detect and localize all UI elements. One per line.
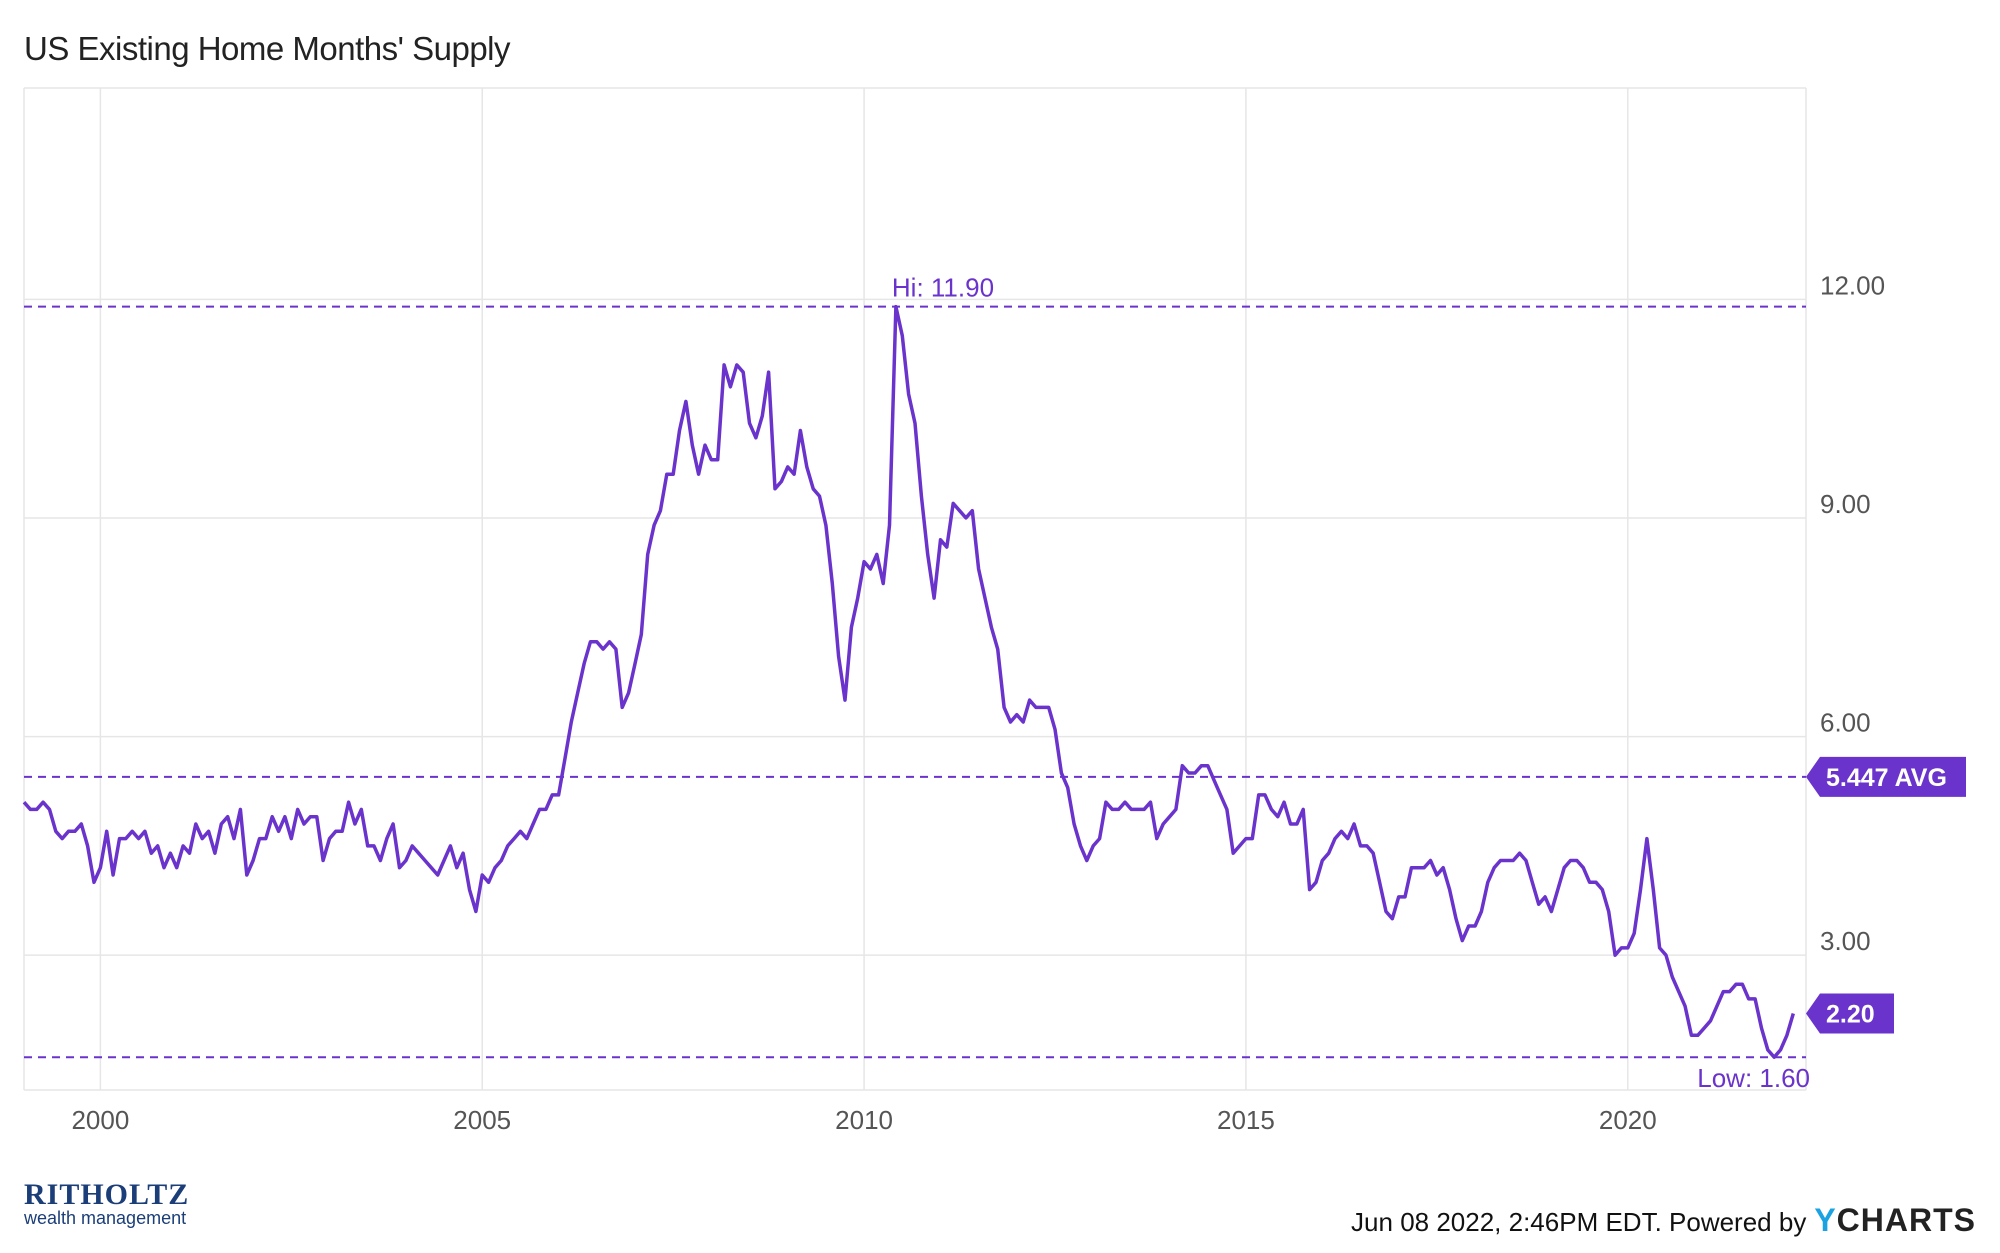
x-tick-label: 2015 bbox=[1217, 1105, 1275, 1135]
footer-timestamp: Jun 08 2022, 2:46PM EDT. Powered by bbox=[1351, 1207, 1807, 1237]
x-tick-label: 2020 bbox=[1599, 1105, 1657, 1135]
y-tick-label: 6.00 bbox=[1820, 708, 1871, 738]
last-value-badge-text: 2.20 bbox=[1826, 1000, 1875, 1028]
chart-title: US Existing Home Months' Supply bbox=[24, 30, 511, 67]
series-line bbox=[22, 304, 1795, 1059]
ycharts-logo-y: Y bbox=[1814, 1202, 1837, 1238]
x-tick-label: 2010 bbox=[835, 1105, 893, 1135]
axis-labels: 3.00 6.00 9.00 12.00 2000 2005 2010 2015 2020 Hi:… bbox=[71, 270, 1885, 1135]
brand-tagline: wealth management bbox=[24, 1208, 187, 1228]
ycharts-logo[interactable]: YCHARTS bbox=[1814, 1202, 1976, 1239]
ritholtz-logo: RITHOLTZ wealth management bbox=[24, 1178, 189, 1229]
series-layer bbox=[22, 304, 1795, 1059]
y-tick-label: 9.00 bbox=[1820, 489, 1871, 519]
reference-lines bbox=[24, 305, 1806, 1059]
last-value-badge: 2.20 bbox=[1806, 993, 1894, 1034]
value-badges: 5.447 AVG 2.20 bbox=[1806, 756, 1966, 1034]
average-badge-text: 5.447 AVG bbox=[1826, 764, 1947, 792]
y-tick-label: 12.00 bbox=[1820, 270, 1885, 300]
low-label: Low: 1.60 bbox=[1697, 1063, 1810, 1093]
y-tick-label: 3.00 bbox=[1820, 926, 1871, 956]
average-badge-shape bbox=[1806, 756, 1966, 797]
brand-name: RITHOLTZ bbox=[24, 1178, 190, 1211]
grid-layer bbox=[23, 87, 1807, 1091]
last-value-badge-shape bbox=[1806, 993, 1894, 1034]
average-badge: 5.447 AVG bbox=[1806, 756, 1966, 797]
ycharts-logo-text: CHARTS bbox=[1836, 1202, 1976, 1238]
footer: Jun 08 2022, 2:46PM EDT. Powered by YCHA… bbox=[1351, 1202, 1976, 1239]
high-label: Hi: 11.90 bbox=[892, 273, 994, 303]
x-tick-label: 2005 bbox=[453, 1105, 511, 1135]
x-tick-label: 2000 bbox=[71, 1105, 129, 1135]
